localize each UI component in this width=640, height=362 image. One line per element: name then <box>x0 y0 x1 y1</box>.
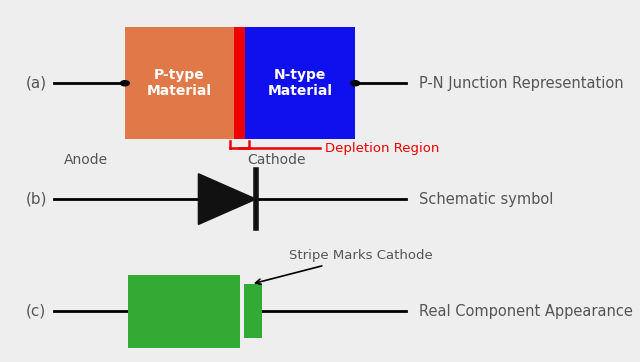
Text: Anode: Anode <box>65 152 108 167</box>
Text: (b): (b) <box>26 191 47 207</box>
Text: (c): (c) <box>26 304 46 319</box>
Text: P-N Junction Representation: P-N Junction Representation <box>419 76 624 91</box>
Text: N-type
Material: N-type Material <box>268 68 333 98</box>
Polygon shape <box>198 174 256 224</box>
Text: Depletion Region: Depletion Region <box>325 142 440 155</box>
Text: Stripe Marks Cathode: Stripe Marks Cathode <box>255 249 433 284</box>
Bar <box>234 27 245 139</box>
Text: Real Component Appearance: Real Component Appearance <box>419 304 633 319</box>
Bar <box>128 275 240 348</box>
Bar <box>125 27 234 139</box>
Text: (a): (a) <box>26 76 47 91</box>
Text: Schematic symbol: Schematic symbol <box>419 191 554 207</box>
Circle shape <box>351 81 360 86</box>
Text: Cathode: Cathode <box>247 152 306 167</box>
Bar <box>244 284 262 338</box>
Text: P-type
Material: P-type Material <box>147 68 212 98</box>
Bar <box>245 27 355 139</box>
Circle shape <box>120 81 129 86</box>
